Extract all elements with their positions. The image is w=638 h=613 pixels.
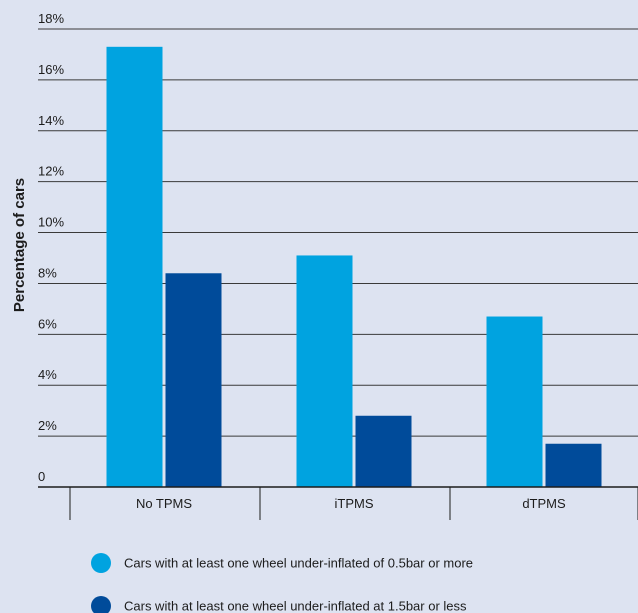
bar-series2 xyxy=(545,443,602,487)
x-category-label: dTPMS xyxy=(522,496,566,511)
bar-series1 xyxy=(486,316,543,487)
legend-swatch xyxy=(91,553,111,573)
x-category-label: iTPMS xyxy=(335,496,374,511)
legend-swatch xyxy=(91,596,111,613)
legend: Cars with at least one wheel under-infla… xyxy=(91,553,473,613)
y-tick-label: 2% xyxy=(38,418,57,433)
y-axis-ticks: 0 2% 4% 6% 8% 10% 12% 14% 16% 18% xyxy=(38,11,64,484)
bar-series1 xyxy=(106,46,163,488)
bar-series1 xyxy=(296,255,353,487)
y-tick-label: 0 xyxy=(38,469,45,484)
y-tick-label: 10% xyxy=(38,215,64,230)
x-category-label: No TPMS xyxy=(136,496,192,511)
y-tick-label: 14% xyxy=(38,113,64,128)
y-tick-label: 4% xyxy=(38,367,57,382)
legend-label: Cars with at least one wheel under-infla… xyxy=(124,599,467,613)
y-tick-label: 6% xyxy=(38,316,57,331)
y-tick-label: 12% xyxy=(38,164,64,179)
legend-label: Cars with at least one wheel under-infla… xyxy=(124,556,473,571)
bar-layer xyxy=(106,46,602,488)
y-tick-label: 18% xyxy=(38,11,64,26)
y-tick-label: 16% xyxy=(38,62,64,77)
y-tick-label: 8% xyxy=(38,265,57,280)
y-axis-title: Percentage of cars xyxy=(11,178,28,312)
bar-series2 xyxy=(355,415,412,487)
bar-series2 xyxy=(165,273,222,487)
x-axis: No TPMS iTPMS dTPMS xyxy=(38,486,638,520)
